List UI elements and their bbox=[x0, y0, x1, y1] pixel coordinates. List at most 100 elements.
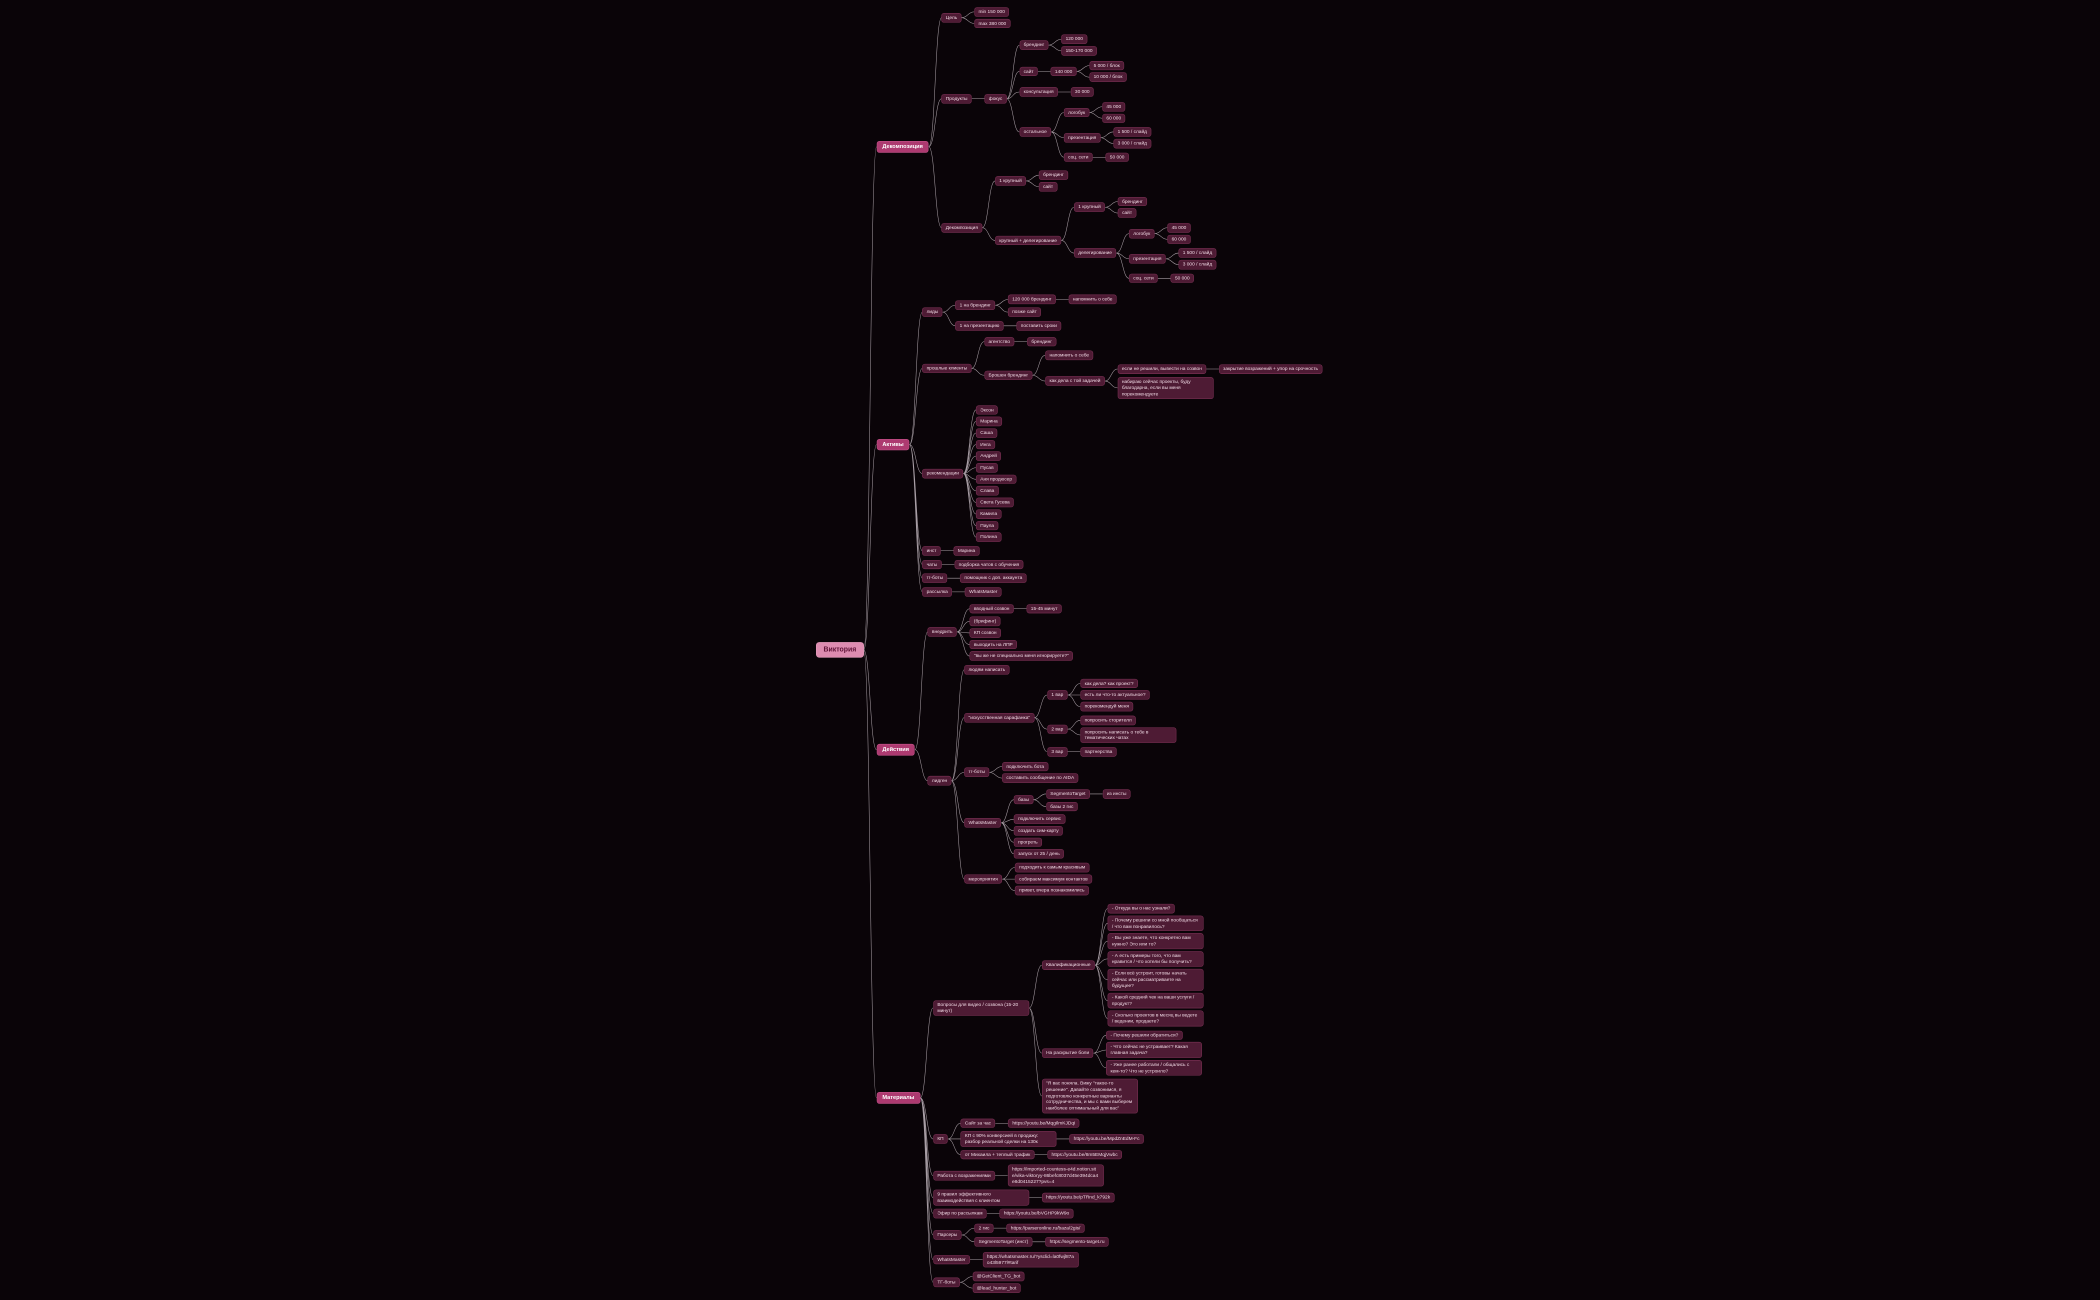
mindmap-node[interactable]: - Если всё устроит, готовы начать сейчас… bbox=[1107, 968, 1204, 991]
mindmap-node[interactable]: - Почему решили обратиться? bbox=[1106, 1030, 1183, 1041]
mindmap-node[interactable]: Квалификационные bbox=[1041, 960, 1095, 970]
branch-node[interactable]: Материалы bbox=[876, 1092, 921, 1104]
mindmap-node[interactable]: привет, вчера познакомились bbox=[1014, 885, 1089, 896]
mindmap-node[interactable]: 1 на презентацию bbox=[955, 321, 1004, 331]
mindmap-node[interactable]: 3 вар bbox=[1047, 747, 1068, 757]
mindmap-node[interactable]: запуск от 25 / день bbox=[1013, 849, 1065, 859]
mindmap-node[interactable]: презентация bbox=[1129, 254, 1166, 264]
mindmap-node[interactable]: рекомендации bbox=[922, 468, 964, 479]
mindmap-node[interactable]: 1 на брендинг bbox=[955, 300, 996, 310]
mindmap-node[interactable]: людям написать bbox=[964, 665, 1010, 675]
mindmap-node[interactable]: КП с 90% конверсией в продажу: разбор ре… bbox=[960, 1131, 1057, 1147]
mindmap-node[interactable]: консультация bbox=[1019, 87, 1058, 97]
mindmap-node[interactable]: ТГ-боты bbox=[933, 1277, 960, 1288]
mindmap-node[interactable]: 2 вар bbox=[1047, 724, 1068, 734]
mindmap-node[interactable]: Брошен брендинг bbox=[984, 370, 1033, 380]
mindmap-node[interactable]: 15-45 минут bbox=[1026, 604, 1062, 614]
mindmap-node[interactable]: остальное bbox=[1019, 127, 1052, 137]
mindmap-node[interactable]: Эксон bbox=[975, 405, 998, 415]
mindmap-node[interactable]: есть ли что-то актуальное? bbox=[1080, 690, 1150, 700]
mindmap-node[interactable]: - Почему решили со мной пообщаться / что… bbox=[1107, 915, 1204, 932]
mindmap-node[interactable]: 1 вар bbox=[1047, 690, 1068, 700]
mindmap-node[interactable]: WhatsMaster bbox=[964, 587, 1002, 597]
mindmap-node[interactable]: как дела с той задачей bbox=[1045, 376, 1105, 386]
mindmap-node[interactable]: WhatsMaster bbox=[964, 818, 1002, 828]
mindmap-node[interactable]: 120 000 брендинг bbox=[1007, 294, 1056, 305]
mindmap-node[interactable]: рассылка bbox=[922, 587, 953, 597]
mindmap-node[interactable]: 3 000 / слайд bbox=[1113, 138, 1152, 149]
mindmap-node[interactable]: 50 000 bbox=[1170, 273, 1194, 284]
mindmap-node[interactable]: КП bbox=[933, 1134, 948, 1144]
mindmap-node[interactable]: презентация bbox=[1063, 133, 1101, 143]
mindmap-node[interactable]: сайт bbox=[1019, 66, 1038, 77]
mindmap-node[interactable]: https://whatsmaster.ru/?ysclid=la0fwjl87… bbox=[982, 1251, 1079, 1268]
mindmap-node[interactable]: - Что сейчас не устраивает? Какая главна… bbox=[1106, 1042, 1203, 1058]
mindmap-node[interactable]: составить сообщение по AIDA bbox=[1002, 773, 1079, 783]
mindmap-node[interactable]: - Сколько проектов в месяц вы ведете / в… bbox=[1107, 1010, 1204, 1027]
mindmap-node[interactable]: Инга bbox=[975, 439, 995, 450]
mindmap-node[interactable]: https://segmento-target.ru bbox=[1045, 1237, 1109, 1247]
mindmap-node[interactable]: @lead_hunter_bot bbox=[972, 1283, 1021, 1293]
mindmap-node[interactable]: тг-боты bbox=[964, 767, 990, 778]
branch-node[interactable]: Декомпозиция bbox=[876, 140, 929, 153]
mindmap-node[interactable]: На раскрытие боли bbox=[1041, 1048, 1094, 1058]
mindmap-node[interactable]: 10 000 / блок bbox=[1089, 72, 1127, 82]
mindmap-node[interactable]: 2 гис bbox=[974, 1223, 994, 1233]
mindmap-node[interactable]: Эфир по рассылкам bbox=[933, 1208, 987, 1219]
mindmap-node[interactable]: подходить к самым красивым bbox=[1014, 862, 1090, 873]
mindmap-node[interactable]: партнерства bbox=[1080, 747, 1117, 757]
mindmap-node[interactable]: собираем максимум контактов bbox=[1014, 874, 1092, 884]
mindmap-node[interactable]: Декомпозиция bbox=[941, 223, 983, 233]
mindmap-node[interactable]: если не решили, вывести на созвон bbox=[1117, 364, 1207, 374]
mindmap-node[interactable]: вводный созвон bbox=[969, 604, 1014, 614]
mindmap-node[interactable]: соц. сети bbox=[1063, 152, 1093, 162]
mindmap-node[interactable]: https://parseronline.ru/baza/2gis/ bbox=[1006, 1223, 1085, 1233]
mindmap-node[interactable]: брендинг bbox=[1019, 40, 1049, 50]
mindmap-node[interactable]: https://youtu.be/MpdZnEdM-Fc bbox=[1069, 1134, 1144, 1144]
mindmap-node[interactable]: подборка чатов с обучения bbox=[954, 559, 1024, 570]
mindmap-node[interactable]: соц. сети bbox=[1129, 273, 1158, 284]
mindmap-node[interactable]: 140 000 bbox=[1050, 66, 1077, 77]
mindmap-node[interactable]: Слава bbox=[975, 486, 999, 496]
mindmap-node[interactable]: 45 000 bbox=[1167, 223, 1191, 233]
mindmap-node[interactable]: Андрей bbox=[975, 451, 1002, 461]
mindmap-node[interactable]: лидген bbox=[927, 776, 952, 786]
mindmap-node[interactable]: помощник с доп. аккаунта bbox=[960, 573, 1027, 583]
mindmap-node[interactable]: подключить сервис bbox=[1013, 814, 1066, 824]
mindmap-node[interactable]: логобук bbox=[1063, 107, 1090, 118]
mindmap-node[interactable]: Парсеры bbox=[933, 1230, 962, 1240]
mindmap-node[interactable]: напомнить о себе bbox=[1068, 294, 1117, 305]
mindmap-node[interactable]: Работа с возражениями bbox=[933, 1170, 995, 1181]
mindmap-node[interactable]: внедрить bbox=[927, 627, 957, 637]
mindmap-node[interactable]: 50 000 bbox=[1105, 152, 1129, 162]
mindmap-node[interactable]: попросить написать о тебе в тематических… bbox=[1080, 727, 1177, 743]
mindmap-node[interactable]: 120 000 bbox=[1061, 34, 1088, 45]
mindmap-node[interactable]: Сайт за час bbox=[960, 1118, 996, 1128]
mindmap-node[interactable]: (брифинг) bbox=[969, 616, 1001, 627]
mindmap-node[interactable]: попросить сторителл bbox=[1080, 715, 1136, 725]
mindmap-node[interactable]: Паула bbox=[975, 520, 999, 531]
mindmap-node[interactable]: сайт bbox=[1117, 208, 1137, 218]
mindmap-node[interactable]: порекомендуй меня bbox=[1080, 701, 1134, 712]
mindmap-node[interactable]: поставить сроки bbox=[1016, 321, 1062, 331]
mindmap-node[interactable]: из инсты bbox=[1102, 789, 1131, 799]
mindmap-node[interactable]: как дела? как проект? bbox=[1080, 678, 1138, 689]
mindmap-node[interactable]: 9 правил эффективного взаимодействия с к… bbox=[933, 1189, 1030, 1206]
mindmap-node[interactable]: 45 000 bbox=[1102, 101, 1126, 112]
mindmap-node[interactable]: 5 000 / блок bbox=[1089, 60, 1125, 71]
mindmap-node[interactable]: Саша bbox=[975, 428, 998, 438]
mindmap-node[interactable]: 30 000 bbox=[1070, 87, 1094, 97]
mindmap-node[interactable]: SegmentoTarget bbox=[1046, 789, 1090, 799]
mindmap-node[interactable]: - Какой средний чек на ваши услуги / про… bbox=[1107, 992, 1204, 1009]
mindmap-node[interactable]: 1 500 / слайд bbox=[1178, 248, 1217, 258]
mindmap-node[interactable]: чаты bbox=[922, 559, 942, 570]
mindmap-node[interactable]: 60 000 bbox=[1167, 234, 1191, 245]
mindmap-node[interactable]: брендинг bbox=[1027, 336, 1057, 347]
mindmap-node[interactable]: лиды bbox=[922, 307, 943, 317]
mindmap-node[interactable]: КП созвон bbox=[969, 628, 1001, 638]
mindmap-node[interactable]: позже сайт bbox=[1007, 307, 1042, 317]
mindmap-node[interactable]: https://youtu.be/8m5EMqjVwbc bbox=[1047, 1149, 1122, 1160]
mindmap-node[interactable]: агентство bbox=[984, 336, 1015, 347]
mindmap-node[interactable]: инст bbox=[922, 546, 941, 556]
